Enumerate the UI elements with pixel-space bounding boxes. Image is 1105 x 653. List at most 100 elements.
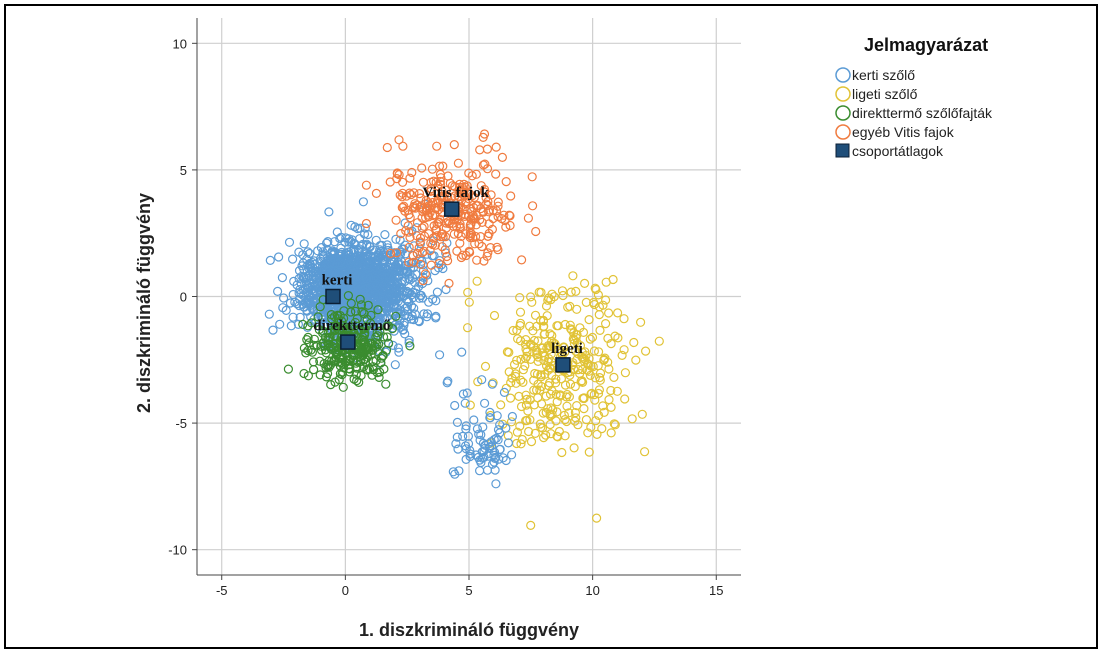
data-point bbox=[609, 419, 619, 429]
data-point bbox=[522, 394, 532, 404]
data-point bbox=[435, 350, 445, 360]
data-point bbox=[398, 202, 408, 212]
data-point bbox=[584, 447, 594, 457]
data-point bbox=[599, 354, 609, 365]
y-tick-label: -10 bbox=[168, 543, 187, 558]
data-point bbox=[384, 273, 394, 283]
data-point bbox=[363, 229, 373, 240]
data-point bbox=[387, 291, 397, 301]
data-point bbox=[525, 292, 536, 302]
data-point bbox=[338, 283, 348, 293]
data-point bbox=[515, 307, 526, 317]
data-point bbox=[404, 210, 414, 220]
data-point bbox=[581, 350, 591, 361]
data-point bbox=[401, 226, 411, 236]
data-point bbox=[483, 248, 493, 258]
data-point bbox=[557, 286, 568, 296]
data-point bbox=[477, 375, 487, 385]
data-point bbox=[467, 191, 477, 201]
data-point bbox=[488, 205, 498, 215]
data-point bbox=[507, 450, 517, 460]
data-point bbox=[303, 291, 313, 301]
data-point bbox=[526, 437, 537, 447]
data-point bbox=[434, 217, 444, 227]
data-point bbox=[330, 259, 340, 269]
data-point bbox=[397, 276, 407, 286]
data-point bbox=[324, 269, 334, 279]
data-point bbox=[593, 410, 604, 420]
data-point bbox=[461, 421, 471, 431]
data-point bbox=[484, 439, 494, 449]
y-tick-label: -5 bbox=[175, 416, 187, 431]
data-point bbox=[367, 268, 377, 278]
data-point bbox=[313, 312, 323, 322]
data-point bbox=[560, 380, 571, 390]
data-point bbox=[569, 443, 579, 453]
data-point bbox=[407, 167, 417, 178]
data-point bbox=[402, 301, 412, 312]
data-point bbox=[404, 242, 414, 252]
data-point bbox=[581, 297, 591, 307]
data-point bbox=[493, 197, 503, 207]
data-point bbox=[409, 257, 419, 267]
data-point bbox=[453, 228, 463, 239]
data-point bbox=[426, 238, 436, 248]
data-point bbox=[395, 190, 405, 200]
data-point bbox=[465, 400, 475, 410]
centroid-marker bbox=[340, 334, 356, 350]
data-point bbox=[512, 427, 523, 437]
data-point bbox=[419, 246, 429, 256]
data-point bbox=[361, 249, 371, 259]
data-point bbox=[545, 419, 555, 430]
data-point bbox=[401, 191, 411, 201]
data-point bbox=[496, 400, 506, 410]
data-point bbox=[600, 295, 611, 305]
data-point bbox=[475, 466, 485, 476]
data-point bbox=[565, 379, 576, 389]
data-point bbox=[560, 319, 570, 330]
data-point bbox=[612, 386, 622, 396]
data-point bbox=[500, 215, 510, 226]
data-point bbox=[364, 262, 374, 273]
data-point bbox=[338, 382, 348, 392]
data-point bbox=[321, 363, 331, 373]
data-point bbox=[629, 337, 639, 348]
data-point bbox=[346, 220, 356, 230]
data-point bbox=[504, 367, 514, 377]
data-point bbox=[414, 317, 424, 327]
data-point bbox=[510, 371, 521, 382]
data-point bbox=[533, 352, 543, 362]
data-point bbox=[407, 311, 417, 321]
data-point bbox=[309, 334, 319, 344]
data-point bbox=[442, 251, 452, 262]
data-point bbox=[383, 246, 393, 256]
data-point bbox=[477, 453, 488, 463]
data-point bbox=[343, 324, 353, 334]
data-point bbox=[480, 398, 490, 408]
data-point bbox=[523, 406, 533, 416]
data-point bbox=[612, 308, 623, 318]
data-point bbox=[417, 213, 427, 223]
data-point bbox=[414, 316, 424, 326]
data-point bbox=[472, 276, 482, 286]
data-point bbox=[452, 246, 462, 256]
data-point bbox=[639, 447, 650, 457]
data-point bbox=[379, 364, 389, 374]
data-point bbox=[507, 411, 518, 422]
data-point bbox=[480, 361, 491, 371]
data-point bbox=[604, 364, 614, 374]
data-point bbox=[443, 256, 453, 266]
data-point bbox=[531, 226, 541, 237]
data-point bbox=[501, 423, 511, 433]
data-point bbox=[371, 356, 381, 366]
data-point bbox=[477, 217, 487, 227]
data-point bbox=[565, 320, 575, 330]
data-point bbox=[589, 390, 599, 400]
data-point bbox=[579, 404, 589, 414]
centroid-marker bbox=[325, 288, 341, 305]
data-point bbox=[474, 239, 484, 249]
data-point bbox=[357, 307, 367, 317]
data-point bbox=[390, 360, 400, 370]
data-point bbox=[586, 389, 596, 399]
data-point bbox=[523, 213, 534, 223]
